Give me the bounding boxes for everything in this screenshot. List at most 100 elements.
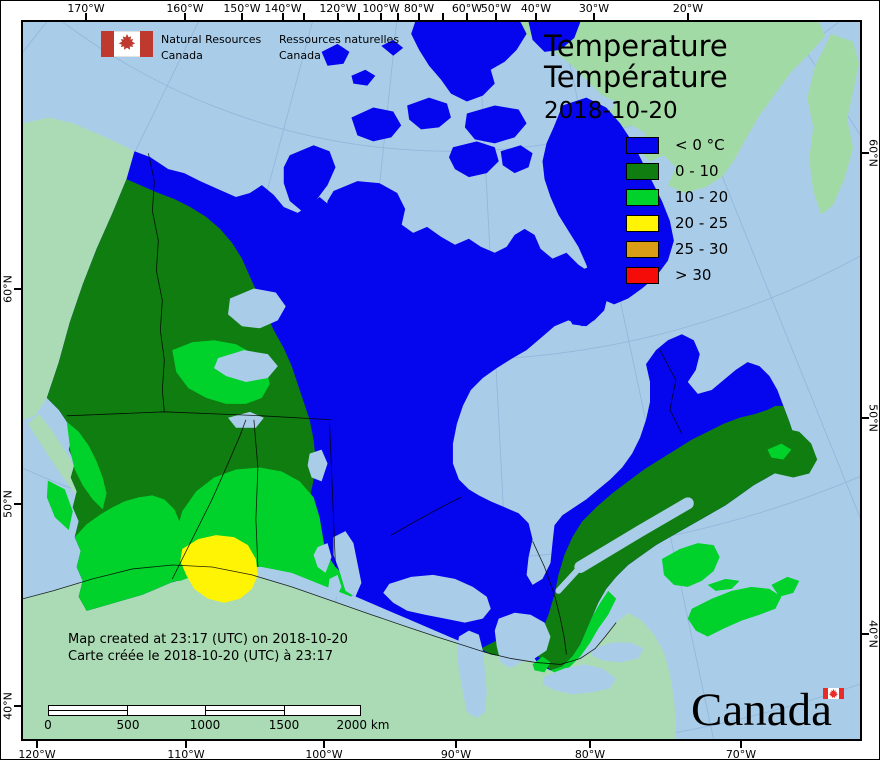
st-lawrence-river [555, 497, 694, 594]
longitude-tick-top [593, 13, 595, 20]
longitude-label-top: 30°W [578, 2, 610, 15]
longitude-label-bottom: 100°W [305, 748, 343, 760]
zone-10-20-east [532, 443, 800, 675]
longitude-tick-top [466, 13, 468, 20]
scale-bar-labels: 0 500 1000 1500 2000 km [44, 718, 390, 732]
wordmark-flag-icon [823, 688, 844, 699]
longitude-tick-bottom [740, 741, 742, 748]
longitude-tick-top-minor [303, 13, 305, 20]
legend-label: > 30 [675, 266, 712, 284]
longitude-tick-top [380, 13, 382, 20]
scale-bar-label: 1000 [189, 718, 221, 732]
legend-item: < 0 °C [626, 132, 725, 158]
title-date: 2018-10-20 [544, 98, 678, 124]
longitude-tick-top [241, 13, 243, 20]
latitude-label-right: 60°N [866, 139, 880, 167]
legend-item: 0 - 10 [626, 158, 719, 184]
nrcan-logo [101, 31, 153, 57]
longitude-label-bottom: 120°W [18, 748, 56, 760]
longitude-tick-top-minor [442, 13, 444, 20]
credits-french: Carte créée le 2018-10-20 (UTC) à 23:17 [68, 649, 333, 664]
longitude-label-bottom: 110°W [167, 748, 205, 760]
longitude-tick-bottom [323, 741, 325, 748]
latitude-label-right: 40°N [866, 620, 880, 648]
longitude-label-top: 80°W [403, 2, 435, 15]
longitude-tick-top [535, 13, 537, 20]
legend-label: 10 - 20 [675, 188, 729, 206]
map-credits: Map created at 23:17 (UTC) on 2018-10-20… [68, 631, 348, 665]
credits-english: Map created at 23:17 (UTC) on 2018-10-20 [68, 632, 348, 647]
legend-swatch [626, 266, 659, 284]
latitude-tick-left [14, 288, 21, 290]
great-lakes [383, 574, 645, 719]
title-french: Température [544, 60, 728, 94]
dept-name-french: Ressources naturelles Canada [279, 33, 400, 62]
longitude-tick-bottom [455, 741, 457, 748]
dept-name-english: Natural Resources Canada [161, 33, 262, 62]
map-frame [21, 20, 862, 741]
latitude-tick-right [862, 152, 869, 154]
longitude-tick-top [85, 13, 87, 20]
longitude-tick-top [495, 13, 497, 20]
latitude-label-right: 50°N [866, 404, 880, 432]
longitude-tick-bottom [185, 741, 187, 748]
longitude-tick-top [282, 13, 284, 20]
legend-label: < 0 °C [675, 136, 725, 154]
longitude-tick-top [687, 13, 689, 20]
longitude-label-top: 150°W [223, 2, 261, 15]
longitude-tick-top [184, 13, 186, 20]
longitude-label-bottom: 70°W [725, 748, 757, 760]
longitude-label-top: 120°W [319, 2, 357, 15]
legend-swatch [626, 240, 659, 258]
latitude-tick-left [14, 705, 21, 707]
scale-bar-label: 2000 km [336, 718, 390, 732]
longitude-label-top: 20°W [672, 2, 704, 15]
zone-20-25-patch [180, 535, 258, 603]
scale-bar-label: 1500 [268, 718, 300, 732]
longitude-label-top: 160°W [166, 2, 204, 15]
legend-label: 25 - 30 [675, 240, 729, 258]
longitude-label-top: 60°W [451, 2, 483, 15]
latitude-tick-right [862, 417, 869, 419]
canada-flag-icon [101, 31, 153, 57]
legend-swatch [626, 214, 659, 232]
greenland [465, 22, 860, 215]
map-title: Temperature Température 2018-10-20 [544, 31, 728, 125]
longitude-label-bottom: 80°W [574, 748, 606, 760]
longitude-tick-top [337, 13, 339, 20]
legend-item: 10 - 20 [626, 184, 728, 210]
latitude-label-left: 60°N [1, 275, 15, 303]
latitude-tick-left [14, 503, 21, 505]
scale-bar-label: 500 [116, 718, 140, 732]
longitude-label-top: 140°W [264, 2, 302, 15]
map-canvas [23, 22, 860, 739]
longitude-label-bottom: 90°W [440, 748, 472, 760]
longitude-tick-top-minor [397, 13, 399, 20]
legend-item: 25 - 30 [626, 236, 728, 262]
longitude-tick-top-minor [358, 13, 360, 20]
longitude-label-top: 50°W [480, 2, 512, 15]
longitude-label-top: 100°W [362, 2, 400, 15]
longitude-label-top: 40°W [520, 2, 552, 15]
latitude-label-left: 40°N [1, 692, 15, 720]
scale-bar-label: 0 [44, 718, 52, 732]
legend-swatch [626, 136, 659, 154]
longitude-label-top: 170°W [67, 2, 105, 15]
legend-swatch [626, 162, 659, 180]
usa [23, 564, 676, 739]
legend-label: 0 - 10 [675, 162, 719, 180]
longitude-tick-top [418, 13, 420, 20]
legend-swatch [626, 188, 659, 206]
title-english: Temperature [544, 29, 728, 63]
latitude-tick-right [862, 633, 869, 635]
latitude-label-left: 50°N [1, 490, 15, 518]
legend-item: 20 - 25 [626, 210, 728, 236]
legend-label: 20 - 25 [675, 214, 729, 232]
political-borders [23, 153, 683, 665]
longitude-tick-bottom [589, 741, 591, 748]
longitude-tick-bottom [36, 741, 38, 748]
scale-bar [48, 705, 361, 716]
canada-wordmark: Canada [691, 684, 832, 736]
legend-item: > 30 [626, 262, 711, 288]
